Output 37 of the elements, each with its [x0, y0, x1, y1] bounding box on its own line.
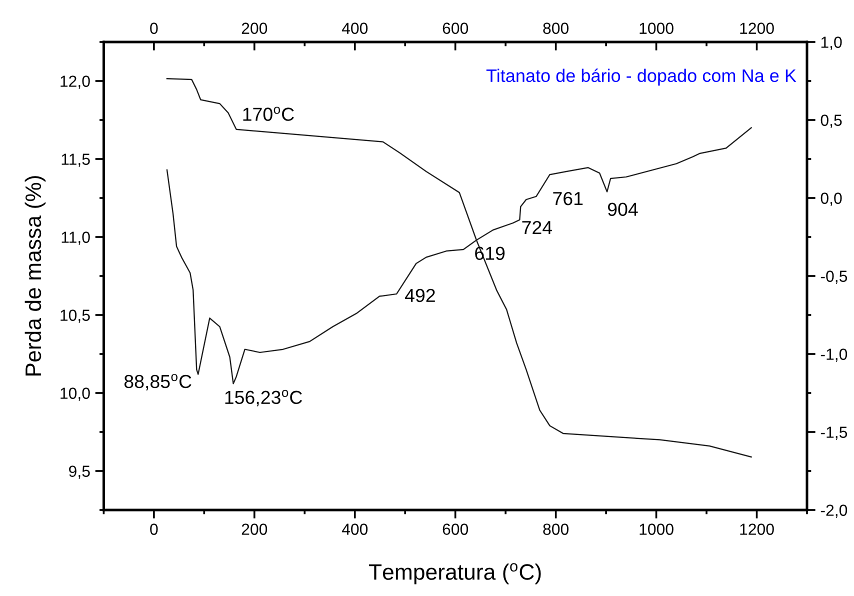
- y-tick-label: 12,0: [60, 76, 90, 89]
- y-tick-label: 10,5: [60, 310, 90, 323]
- y-axis-title: Perda de massa (%): [24, 176, 46, 376]
- annotation: 88,85$^{o}$C: [124, 374, 192, 390]
- y-tick-label: 9,5: [69, 466, 90, 479]
- y-tick-label: 11,5: [62, 154, 90, 167]
- annotation: 904: [608, 202, 638, 216]
- y2-tick-label: -0,5: [820, 270, 848, 284]
- y2-tick-label: 0,0: [820, 192, 842, 206]
- x-tick-label: 1200: [740, 22, 774, 34]
- annotation: 156,23$^{o}$C: [225, 390, 302, 406]
- y2-tick-label: -1,0: [820, 348, 848, 362]
- y2-tick-label: -2,0: [820, 504, 848, 518]
- annotation: 492: [404, 288, 435, 302]
- x2-tick-label: 0: [150, 524, 158, 535]
- y2-tick-label: 0,5: [820, 114, 842, 128]
- annotation: 761: [553, 192, 583, 206]
- y-tick-label: 11,0: [62, 232, 90, 245]
- x-axis-title: Temperatura ($^{o}$C): [368, 563, 541, 584]
- x2-tick-label: 800: [543, 524, 569, 535]
- x2-tick-label: 1200: [740, 524, 774, 535]
- x-tick-label: 0: [150, 22, 158, 34]
- x-tick-label: 600: [442, 22, 468, 34]
- y2-tick-label: 1,0: [821, 36, 842, 50]
- x-tick-label: 1000: [640, 22, 674, 34]
- x-tick-label: 200: [242, 22, 268, 34]
- annotation: 170$^{o}$C: [243, 106, 294, 121]
- x2-tick-label: 600: [442, 524, 468, 535]
- x-tick-label: 400: [342, 22, 368, 34]
- y-tick-label: 10,0: [60, 388, 90, 401]
- x2-tick-label: 200: [242, 524, 268, 535]
- x2-tick-label: 1000: [640, 524, 674, 535]
- y2-tick-label: -1,5: [820, 426, 848, 440]
- annotation: 724: [522, 220, 552, 234]
- x2-tick-label: 400: [342, 524, 368, 535]
- text: Titanato de bário - dopado com Na e K: [486, 68, 796, 86]
- x-tick-label: 800: [543, 22, 569, 34]
